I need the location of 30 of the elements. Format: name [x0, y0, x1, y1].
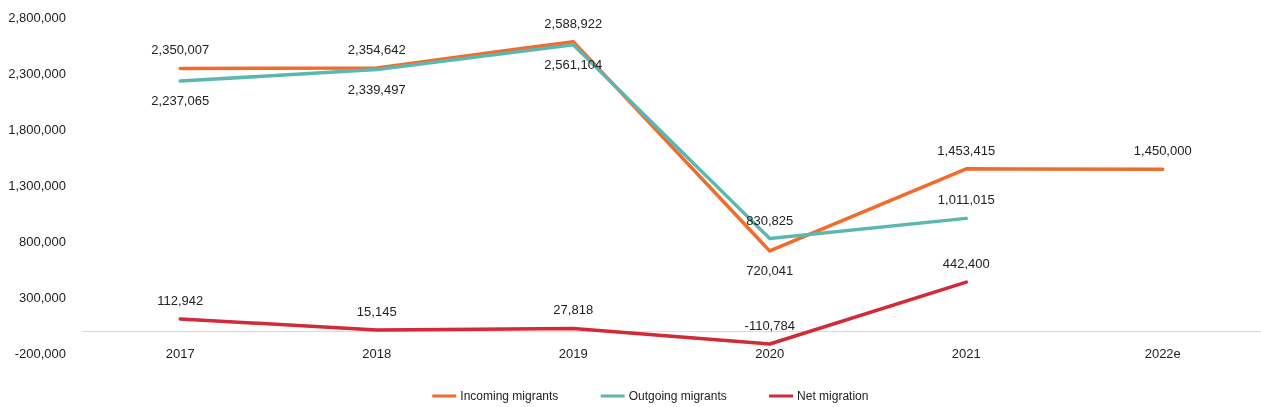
y-tick-label: 300,000 [19, 290, 66, 305]
legend-label: Net migration [797, 389, 869, 403]
y-tick-label: 800,000 [19, 234, 66, 249]
data-label: 1,450,000 [1133, 143, 1192, 159]
data-label: 442,400 [942, 256, 990, 272]
data-label: 2,339,497 [347, 81, 406, 97]
x-tick-label: 2021 [951, 346, 981, 361]
legend-label: Outgoing migrants [628, 389, 727, 403]
y-tick-label: 1,300,000 [8, 178, 66, 193]
data-label: 2,588,922 [544, 15, 603, 31]
data-label: 2,350,007 [151, 42, 210, 58]
data-label: -110,784 [744, 318, 795, 334]
data-label: 1,453,415 [937, 142, 996, 158]
legend-label: Incoming migrants [460, 389, 559, 403]
y-tick-label: 1,800,000 [8, 122, 66, 137]
y-tick-label: -200,000 [14, 346, 66, 361]
x-tick-label: 2018 [362, 346, 392, 361]
data-label: 2,354,642 [347, 41, 406, 57]
data-label: 112,942 [157, 292, 204, 308]
x-tick-label: 2019 [558, 346, 588, 361]
x-tick-label: 2017 [165, 346, 195, 361]
data-label: 1,011,015 [937, 192, 995, 208]
x-tick-label: 2022e [1144, 346, 1181, 361]
y-tick-label: 2,300,000 [8, 66, 66, 81]
data-label: 27,818 [553, 302, 594, 318]
y-tick-label: 2,800,000 [8, 10, 66, 25]
data-label: 720,041 [746, 262, 794, 278]
x-tick-label: 2020 [755, 346, 785, 361]
data-label: 15,145 [356, 303, 397, 319]
data-label: 2,237,065 [151, 93, 210, 109]
